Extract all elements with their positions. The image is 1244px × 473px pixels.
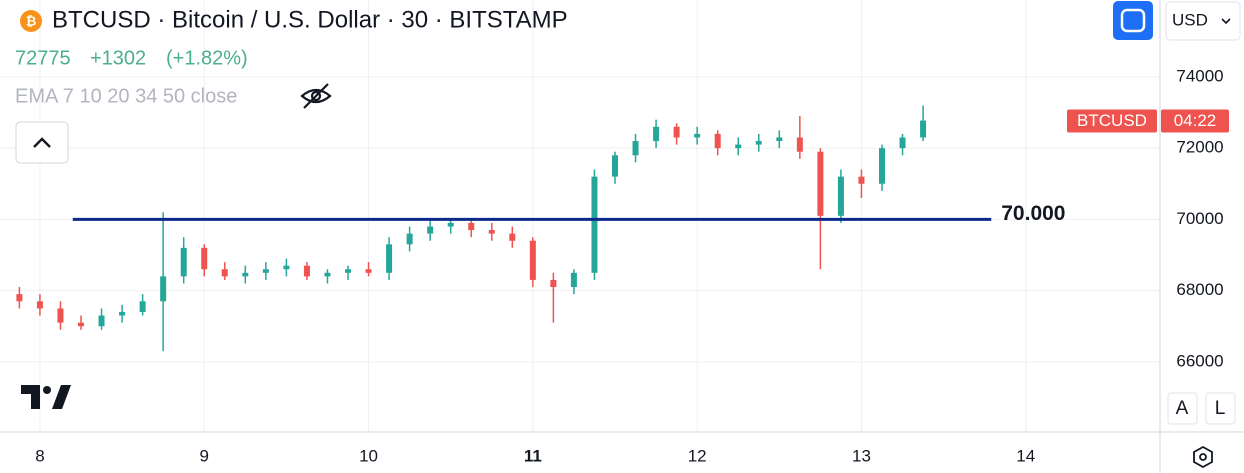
x-tick-label: 14 (1016, 446, 1035, 465)
candle-body (160, 276, 167, 302)
candle-body (570, 272, 577, 288)
candle-body (427, 226, 434, 234)
candle-body (858, 176, 865, 184)
collapse-button[interactable] (15, 121, 69, 164)
candle-body (653, 126, 660, 142)
collapse-icon (33, 137, 51, 148)
candle-body (920, 120, 927, 138)
candle-body (36, 301, 43, 309)
price-tag (1067, 109, 1157, 133)
y-tick-label: 70000 (1176, 209, 1223, 228)
currency-button[interactable] (1165, 1, 1241, 41)
candle-body (180, 247, 187, 277)
auto-scale-button[interactable] (1167, 392, 1198, 425)
candle-body (119, 311, 126, 316)
candle-body (16, 294, 23, 302)
candle-body (632, 141, 639, 156)
candle-body (57, 308, 64, 323)
countdown: 04:22 (1174, 111, 1217, 130)
price-tag-symbol: BTCUSD (1077, 111, 1147, 130)
level-label: 70.000 (1001, 202, 1065, 225)
candle-body (591, 176, 598, 273)
hide-icon[interactable] (300, 83, 332, 109)
y-tick-label: 68000 (1176, 280, 1223, 299)
coin-symbol: ₿ (26, 13, 37, 28)
candle-body (755, 141, 762, 145)
candle-body (386, 244, 393, 273)
currency: USD (1172, 10, 1208, 29)
candle-body (262, 269, 269, 273)
currency-caret (1221, 18, 1231, 25)
candle-body (735, 144, 742, 149)
settings-icon[interactable] (1193, 445, 1213, 469)
x-tick-label: 13 (852, 446, 871, 465)
candle-body (837, 176, 844, 216)
candle-body (529, 240, 536, 280)
candle-body (878, 148, 885, 184)
fullscreen-icon (1120, 8, 1146, 33)
log-scale-label: L (1215, 398, 1226, 419)
candle-body (98, 315, 105, 327)
candle-body (817, 151, 824, 216)
x-tick-label: 12 (688, 446, 707, 465)
marks (16, 105, 992, 352)
candle-body (324, 272, 331, 277)
candle-body (611, 155, 618, 177)
candle-body (406, 233, 413, 245)
candle-body (345, 269, 351, 273)
candle-body (694, 133, 701, 138)
y-tick-label: 74000 (1176, 66, 1223, 85)
candle-body (303, 265, 310, 277)
candle-body (714, 133, 721, 149)
tv-logo (21, 385, 71, 409)
candle-body (550, 279, 557, 288)
chart-title: BTCUSD · Bitcoin / U.S. Dollar · 30 · BI… (52, 6, 568, 33)
fullscreen-button[interactable] (1113, 1, 1153, 40)
candle-body (242, 272, 249, 277)
x-tick-label: 10 (359, 446, 378, 465)
candle-body (201, 247, 208, 270)
candle-body (221, 269, 228, 277)
x-tick-label: 11 (524, 446, 542, 465)
countdown-tag (1161, 109, 1229, 133)
log-scale-button[interactable] (1205, 392, 1236, 425)
candle-body (447, 222, 454, 227)
last-price: 72775 (15, 47, 71, 69)
candle-body (365, 269, 372, 273)
auto-scale-label: A (1176, 398, 1189, 419)
candle-body (283, 265, 290, 270)
candle-body (776, 137, 783, 142)
y-tick-label: 72000 (1176, 138, 1223, 157)
change-pct: (+1.82%) (166, 47, 248, 69)
candle-body (78, 322, 85, 327)
candle-body (139, 301, 146, 312)
candle-body (899, 137, 906, 149)
indicator: EMA 7 10 20 34 50 close (15, 85, 237, 107)
candle-body (673, 126, 680, 138)
candle-body (796, 137, 803, 152)
change: +1302 (90, 47, 146, 69)
x-tick-label: 9 (199, 446, 208, 465)
y-tick-label: 66000 (1176, 351, 1223, 370)
candle-body (468, 222, 475, 231)
candle-body (509, 233, 516, 241)
coin-icon (20, 10, 42, 32)
settings-icon-center (1199, 453, 1207, 461)
x-tick-label: 8 (35, 446, 44, 465)
candle-body (488, 230, 495, 234)
